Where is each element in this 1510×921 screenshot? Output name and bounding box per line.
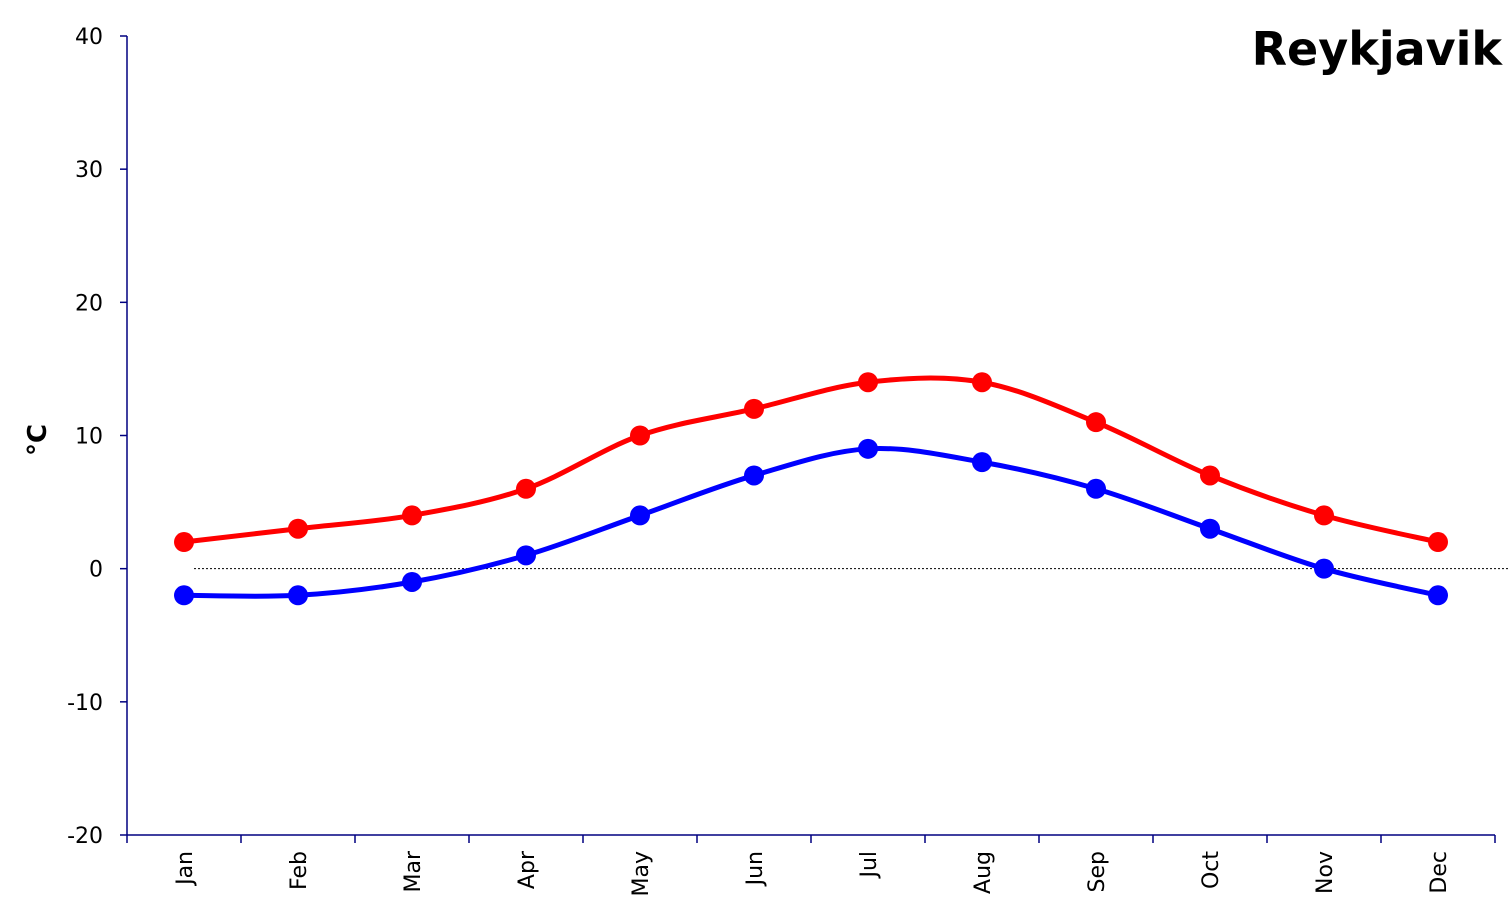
series-2-point [174,585,194,606]
series-1-point [516,478,536,499]
series-1-point [858,372,878,393]
series-2-point [288,585,308,606]
series-1-point [1086,412,1106,433]
series-1-point [630,425,650,446]
y-tick-label: 0 [89,558,103,583]
axes-layer [120,35,1496,843]
y-tick-label: 40 [75,25,103,50]
x-tick-label: Oct [1199,851,1224,889]
series-1-point [1314,505,1334,526]
series-1-point [972,372,992,393]
x-tick-label: Jun [743,851,768,887]
x-tick-label: Jan [173,851,198,887]
x-tick-label: Nov [1313,851,1338,894]
series-2-point [1314,558,1334,579]
labels-layer: -20 -10 0 10 20 30 40 Jan Feb Mar Apr May Jun Jul Aug S… [67,25,1452,896]
series-2-point [972,452,992,473]
series-2-point [630,505,650,526]
x-tick-label: Mar [401,850,426,892]
y-tick-label: 20 [75,291,103,316]
y-tick-label: -10 [67,691,103,716]
x-tick-label: Sep [1085,851,1110,892]
y-tick-label: 10 [75,425,103,450]
series-2-point [1086,478,1106,499]
x-tick-label: Feb [287,851,312,890]
x-tick-label: Aug [971,851,996,894]
x-tick-label: May [629,851,654,896]
series-1-point [402,505,422,526]
series-1-point [1200,465,1220,486]
series-2-point [1428,585,1448,606]
series-1-point [744,398,764,419]
y-tick-label: -20 [67,824,103,849]
series-1-point [174,532,194,553]
x-tick-label: Dec [1427,851,1452,894]
x-tick-label: Apr [515,850,540,889]
y-tick-label: 30 [75,158,103,183]
series-1-point [288,518,308,539]
x-tick-label: Jul [857,851,882,880]
chart-title: Reykjavik [1252,22,1504,76]
y-axis-label: °C [23,424,53,456]
series-line-2 [181,445,1441,599]
series-2-point [516,545,536,566]
series-2-point [402,571,422,592]
series-2-point [744,465,764,486]
series-2-point [858,438,878,459]
series-layer [174,372,1448,606]
series-2-point [1200,518,1220,539]
series-1-point [1428,532,1448,553]
